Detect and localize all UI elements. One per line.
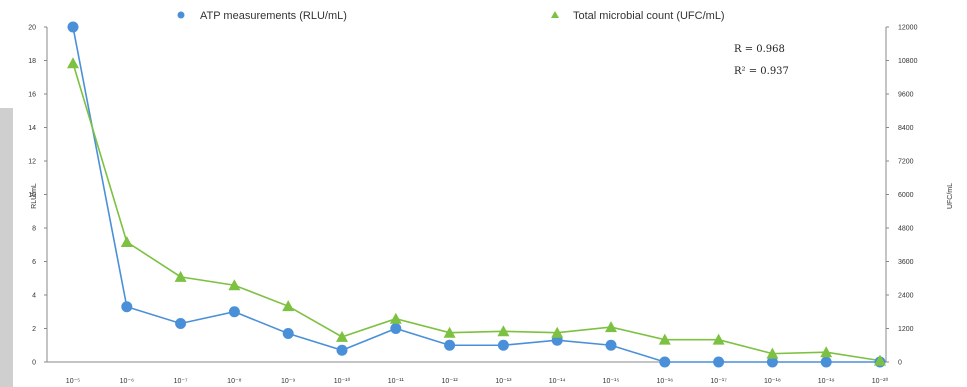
x-tick-label: 10⁻¹⁹ bbox=[818, 378, 835, 385]
x-tick-label: 10⁻¹⁸ bbox=[764, 378, 781, 385]
atp-point bbox=[282, 328, 294, 340]
y-tick-label-left: 14 bbox=[28, 125, 36, 132]
microbial-count-point bbox=[874, 354, 886, 366]
microbial-count-point bbox=[443, 326, 456, 338]
atp-point bbox=[390, 323, 402, 334]
atp-point bbox=[67, 21, 79, 33]
legend-count-marker bbox=[551, 11, 559, 18]
atp-point bbox=[659, 356, 671, 368]
atp-point bbox=[766, 356, 778, 368]
microbial-count-point bbox=[551, 326, 564, 338]
x-tick-label: 10⁻⁵ bbox=[66, 378, 80, 385]
x-tick-label: 10⁻⁷ bbox=[174, 378, 188, 385]
atp-point bbox=[228, 306, 240, 318]
x-tick-label: 10⁻¹⁶ bbox=[656, 378, 673, 385]
atp-point bbox=[713, 356, 725, 368]
axes bbox=[46, 27, 887, 363]
legend-atp-label: ATP measurements (RLU/mL) bbox=[200, 10, 347, 22]
atp-point bbox=[336, 344, 348, 356]
series-lines bbox=[72, 26, 881, 363]
y-tick-label-right: 1200 bbox=[898, 326, 914, 333]
x-tick-label: 10⁻⁹ bbox=[281, 378, 295, 385]
x-tick-label: 10⁻¹¹ bbox=[388, 378, 405, 385]
microbial-count-series-line bbox=[72, 63, 881, 362]
left-edge-bar bbox=[0, 108, 13, 387]
x-tick-label: 10⁻¹⁰ bbox=[334, 377, 351, 385]
y-tick-label-left: 6 bbox=[32, 259, 36, 266]
x-tick-label: 10⁻²⁰ bbox=[872, 377, 889, 385]
x-tick-label: 10⁻⁸ bbox=[227, 378, 241, 385]
y-tick-label-left: 20 bbox=[28, 25, 36, 32]
x-tick-label: 10⁻¹³ bbox=[495, 378, 512, 385]
x-tick-label: 10⁻¹⁴ bbox=[549, 378, 566, 385]
legend-count-label: Total microbial count (UFC/mL) bbox=[573, 10, 725, 22]
microbial-count-point bbox=[389, 312, 402, 324]
y-tick-label-left: 16 bbox=[28, 92, 36, 99]
atp-point bbox=[820, 356, 832, 368]
y-tick-label-right: 2400 bbox=[898, 293, 914, 300]
y-tick-label-right: 4800 bbox=[898, 226, 914, 233]
microbial-count-point bbox=[497, 325, 510, 337]
tick-labels: 0 0 2 1200 4 2400 6 3600 8 4800 10 6000 12 7200 14 8400… bbox=[28, 25, 917, 386]
microbial-count-point bbox=[658, 333, 671, 345]
microbial-count-point bbox=[766, 347, 779, 359]
y-tick-label-right: 8400 bbox=[898, 125, 914, 132]
y-tick-label-left: 2 bbox=[32, 326, 36, 333]
atp-point bbox=[497, 339, 509, 351]
legend-atp-marker bbox=[177, 11, 185, 19]
y-tick-label-right: 9600 bbox=[898, 92, 914, 99]
y-tick-label-right: 10800 bbox=[898, 58, 918, 65]
microbial-count-point bbox=[336, 330, 348, 342]
atp-series-line bbox=[72, 26, 880, 363]
x-tick-label: 10⁻¹⁵ bbox=[603, 378, 620, 385]
y-axis-title-right: UFC/mL bbox=[947, 183, 954, 209]
microbial-count-point bbox=[174, 270, 187, 282]
correlation-r: R = 0.968 bbox=[734, 44, 785, 55]
microbial-count-point bbox=[820, 346, 833, 358]
atp-point bbox=[605, 339, 617, 351]
y-tick-label-right: 3600 bbox=[898, 259, 914, 266]
atp-point bbox=[175, 317, 187, 329]
legend: ATP measurements (RLU/mL) Total microbia… bbox=[177, 10, 725, 22]
microbial-count-point bbox=[228, 279, 241, 291]
y-tick-label-right: 0 bbox=[898, 360, 902, 367]
microbial-count-point bbox=[605, 321, 617, 333]
microbial-count-point bbox=[67, 57, 79, 69]
y-tick-label-right: 6000 bbox=[898, 192, 914, 199]
series-markers bbox=[67, 21, 886, 368]
y-tick-label-left: 10 bbox=[28, 192, 36, 199]
x-tick-label: 10⁻⁶ bbox=[120, 378, 134, 385]
atp-point bbox=[121, 301, 133, 313]
y-tick-label-left: 12 bbox=[28, 159, 36, 166]
y-tick-label-left: 18 bbox=[28, 58, 36, 65]
y-tick-label-right: 12000 bbox=[898, 25, 918, 32]
microbial-count-point bbox=[712, 333, 725, 345]
x-tick-label: 10⁻¹² bbox=[442, 378, 459, 385]
y-tick-label-right: 7200 bbox=[898, 159, 914, 166]
y-tick-label-left: 4 bbox=[32, 293, 36, 300]
correlation-r2: R² = 0.937 bbox=[734, 66, 789, 77]
y-tick-label-left: 0 bbox=[32, 360, 36, 367]
microbial-count-point bbox=[282, 300, 295, 312]
y-tick-label-left: 8 bbox=[32, 226, 36, 233]
y-axis-title-left: RLU/mL bbox=[31, 183, 38, 209]
x-tick-label: 10⁻¹⁷ bbox=[710, 378, 727, 385]
microbial-count-point bbox=[120, 235, 133, 247]
atp-point bbox=[444, 339, 456, 351]
